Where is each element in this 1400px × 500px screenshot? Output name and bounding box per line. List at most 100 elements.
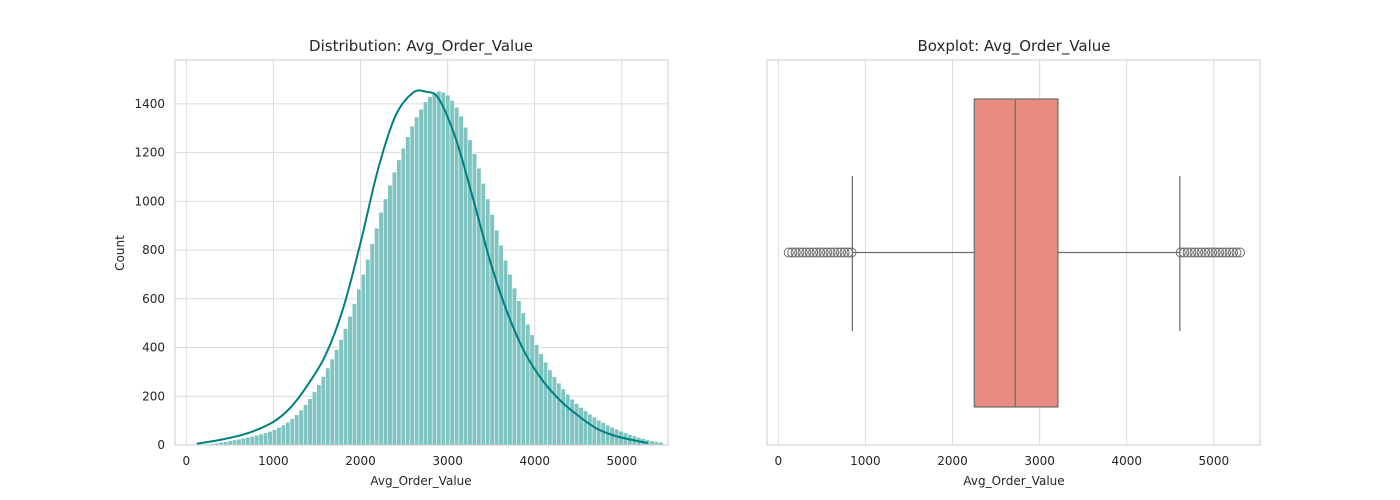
- histogram-bar: [391, 171, 397, 446]
- histogram-x-ticks: 0 1000 2000 3000 4000 5000: [183, 454, 638, 468]
- boxplot-outlier-point: [804, 247, 815, 258]
- histogram-bar: [365, 259, 371, 446]
- histogram-y-tick-label: 1400: [134, 97, 165, 111]
- boxplot-outlier-point: [1186, 247, 1197, 258]
- histogram-bars: [196, 90, 664, 446]
- histogram-plot-frame: [174, 59, 669, 446]
- boxplot-outlier-point: [818, 247, 829, 258]
- histogram-bar: [480, 183, 486, 446]
- boxplot-outlier-point: [787, 247, 798, 258]
- histogram-bar: [258, 433, 264, 446]
- boxplot-outlier-point: [1221, 247, 1232, 258]
- histogram-bar: [551, 376, 557, 446]
- boxplot-outlier-point: [815, 247, 826, 258]
- histogram-bar: [556, 382, 562, 446]
- histogram-bar: [294, 414, 300, 446]
- histogram-bar: [223, 441, 229, 446]
- histogram-bar: [414, 116, 420, 446]
- histogram-bar: [458, 115, 464, 446]
- histogram-bar: [347, 316, 353, 446]
- histogram-bar: [485, 198, 491, 446]
- boxplot-outlier-point: [797, 247, 808, 258]
- histogram-bar: [489, 214, 495, 446]
- histogram-bar: [547, 369, 553, 446]
- histogram-y-tick-label: 200: [142, 389, 165, 403]
- histogram-bar: [405, 136, 411, 446]
- histogram-bar: [511, 287, 517, 446]
- histogram-bar: [587, 414, 593, 446]
- boxplot-outlier-point: [825, 247, 836, 258]
- boxplot-outlier-point: [1217, 247, 1228, 258]
- histogram-bar: [591, 416, 597, 446]
- boxplot-x-tick-label: 3000: [1024, 454, 1055, 468]
- boxplot-outlier-point: [783, 247, 794, 258]
- histogram-bar: [272, 429, 277, 446]
- histogram-bar: [280, 424, 286, 446]
- boxplot-outlier-point: [1200, 247, 1211, 258]
- boxplot-outlier-point: [829, 247, 840, 258]
- histogram-x-tick-label: 2000: [345, 454, 376, 468]
- boxplot-x-tick-label: 5000: [1199, 454, 1230, 468]
- histogram-bar: [360, 274, 366, 446]
- histogram-y-tick-label: 800: [142, 243, 165, 257]
- histogram-y-ticks: 0 200 400 600 800 1000 1200 1400: [134, 97, 165, 452]
- histogram-bar: [445, 94, 451, 446]
- boxplot-outlier-point: [1224, 247, 1235, 258]
- boxplot-outlier-point: [1234, 247, 1245, 258]
- histogram-bar: [325, 367, 331, 446]
- boxplot-outlier-point: [790, 247, 801, 258]
- histogram-bar: [525, 323, 531, 446]
- boxplot-elements: [783, 98, 1245, 408]
- boxplot-outlier-point: [846, 247, 857, 258]
- histogram-bar: [596, 419, 602, 446]
- histogram-bar: [582, 410, 588, 446]
- histogram-bar: [560, 388, 566, 446]
- boxplot-outlier-point: [843, 247, 854, 258]
- histogram-bar: [320, 376, 326, 446]
- boxplot-x-tick-label: 4000: [1111, 454, 1142, 468]
- histogram-bar: [529, 334, 535, 446]
- histogram-bar: [569, 398, 575, 446]
- histogram-bar: [605, 424, 611, 446]
- boxplot-outlier-point: [1207, 247, 1218, 258]
- histogram-kde: [196, 89, 649, 445]
- histogram-bar: [378, 212, 384, 446]
- boxplot-outlier-point: [801, 247, 812, 258]
- histogram-bar: [400, 147, 406, 446]
- histogram-title: Distribution: Avg_Order_Value: [309, 37, 533, 56]
- histogram-bar: [312, 391, 317, 446]
- boxplot-outlier-point: [1231, 247, 1242, 258]
- histogram-x-tick-label: 5000: [607, 454, 638, 468]
- histogram-bar: [409, 126, 415, 446]
- boxplot-outlier-point: [1196, 247, 1207, 258]
- histogram-bar: [516, 300, 522, 446]
- histogram-bar: [289, 418, 295, 446]
- histogram-bar: [387, 184, 393, 446]
- boxplot-x-ticks: 0 1000 2000 3000 4000 5000: [775, 454, 1230, 468]
- histogram-bar: [534, 344, 540, 446]
- histogram-bar: [503, 260, 508, 446]
- boxplot-outlier-point: [1203, 247, 1214, 258]
- histogram-bar: [654, 441, 660, 446]
- boxplot-outlier-point: [1175, 247, 1186, 258]
- histogram-bar: [227, 440, 233, 446]
- histogram-bar: [538, 353, 544, 446]
- histogram-bar: [276, 427, 282, 446]
- histogram-bar: [449, 100, 455, 446]
- histogram-bar: [418, 108, 424, 446]
- histogram-bar: [498, 244, 504, 446]
- boxplot-x-tick-label: 0: [775, 454, 783, 468]
- histogram-x-tick-label: 3000: [432, 454, 463, 468]
- histogram-bar: [520, 312, 526, 446]
- histogram-x-tick-label: 0: [183, 454, 191, 468]
- boxplot-outlier-point: [832, 247, 843, 258]
- boxplot-outlier-point: [811, 247, 822, 258]
- boxplot-outlier-point: [1210, 247, 1221, 258]
- histogram-y-tick-label: 600: [142, 292, 165, 306]
- histogram-bar: [298, 409, 304, 446]
- boxplot-box: [973, 98, 1059, 408]
- histogram-bar: [236, 438, 242, 446]
- histogram-bar: [476, 167, 482, 446]
- histogram-bar: [245, 436, 251, 446]
- histogram-bar: [369, 243, 375, 446]
